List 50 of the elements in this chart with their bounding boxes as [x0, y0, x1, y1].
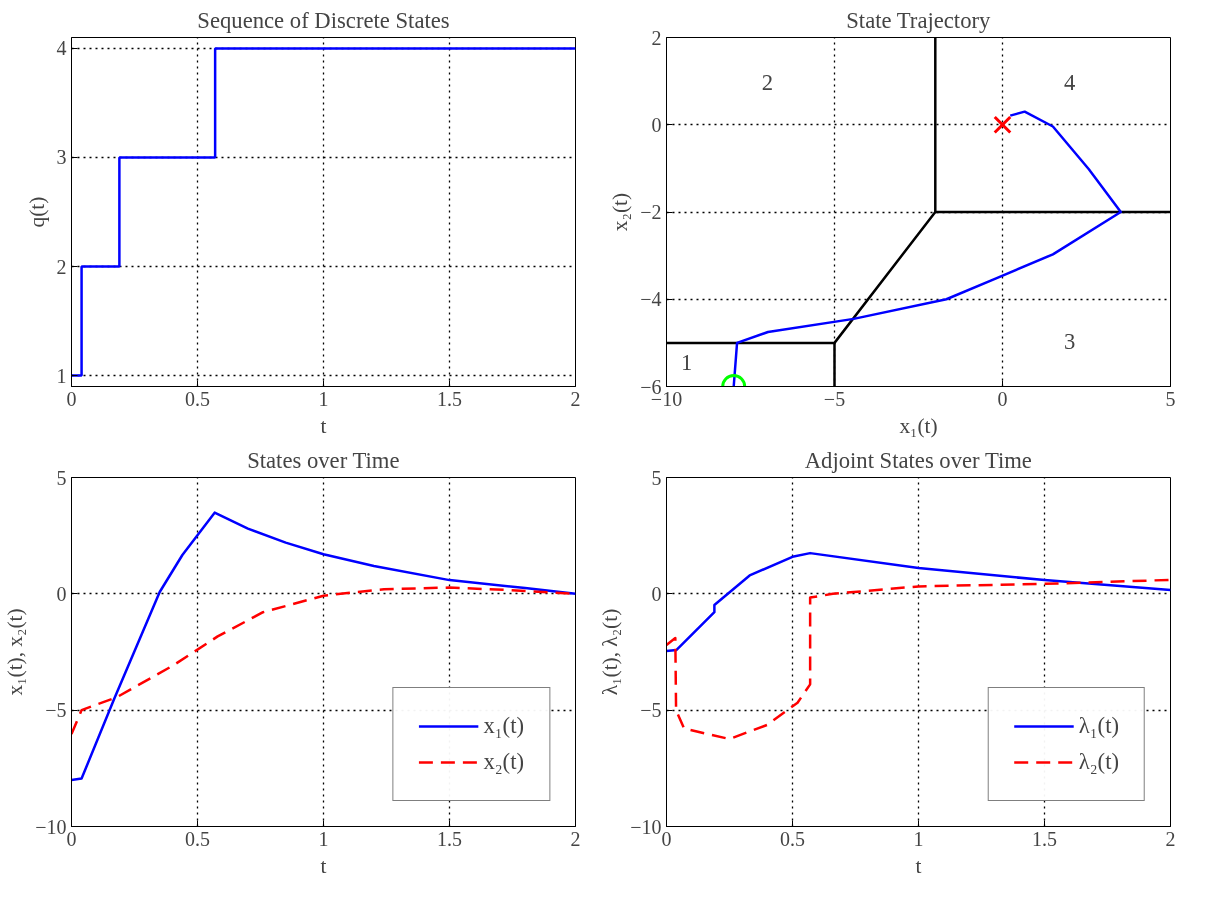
- x-axis-title: x₁(t): [899, 413, 938, 438]
- y-tick-label: 5: [651, 466, 662, 489]
- x-tick-label: 2: [570, 387, 581, 410]
- x-tick-label: 0.5: [780, 827, 805, 850]
- y-tick-label: 0: [56, 582, 67, 605]
- y-tick-label: −6: [640, 375, 662, 398]
- x-tick-label: 1.5: [437, 387, 462, 410]
- x-axis-title: t: [915, 853, 922, 878]
- legend-label: x₂(t): [483, 749, 524, 775]
- y-axis-title: x₂(t): [608, 192, 633, 232]
- x-tick-label: 2: [570, 827, 581, 850]
- x-tick-label: 1: [913, 827, 924, 850]
- x-tick-label: 0.5: [185, 387, 210, 410]
- x-tick-label: 1: [318, 387, 329, 410]
- x-tick-label: 5: [1165, 387, 1176, 410]
- y-tick-label: 4: [56, 37, 67, 60]
- x-tick-label: −5: [823, 387, 846, 410]
- y-tick-label: −2: [640, 201, 662, 223]
- y-tick-label: 0: [651, 582, 662, 605]
- y-tick-label: 0: [651, 113, 662, 136]
- x-tick-label: 1.5: [437, 827, 462, 850]
- annotation: 1: [681, 349, 693, 375]
- y-tick-label: 3: [56, 146, 67, 169]
- chart-title: State Trajectory: [846, 7, 992, 33]
- y-tick-label: −5: [45, 699, 67, 722]
- y-axis-title: x₁(t), x₂(t): [3, 608, 28, 696]
- y-tick-label: −4: [640, 288, 662, 311]
- y-tick-label: 1: [56, 364, 67, 387]
- x-tick-label: 1: [318, 827, 329, 850]
- x-tick-label: 1.5: [1032, 827, 1057, 850]
- annotation: 4: [1064, 70, 1076, 96]
- y-axis-title: λ₁(t), λ₂(t): [598, 608, 623, 696]
- y-tick-label: 2: [56, 255, 67, 278]
- x-tick-label: 0.5: [185, 827, 210, 850]
- x-tick-label: 2: [1165, 827, 1176, 850]
- legend-label: x₁(t): [483, 713, 524, 739]
- x-axis-title: t: [320, 853, 327, 878]
- legend-label: λ₂(t): [1078, 749, 1119, 775]
- legend-label: λ₁(t): [1078, 713, 1119, 739]
- chart-title: States over Time: [247, 447, 400, 473]
- y-tick-label: 2: [651, 26, 662, 49]
- chart-title: Adjoint States over Time: [804, 447, 1032, 473]
- y-tick-label: −5: [640, 699, 662, 722]
- annotation: 2: [761, 70, 773, 96]
- y-axis-title: q(t): [24, 196, 49, 228]
- x-tick-label: 0: [997, 387, 1008, 410]
- x-axis-title: t: [320, 413, 327, 438]
- y-tick-label: 5: [56, 466, 67, 489]
- annotation: 3: [1064, 328, 1076, 354]
- chart-title: Sequence of Discrete States: [197, 7, 450, 33]
